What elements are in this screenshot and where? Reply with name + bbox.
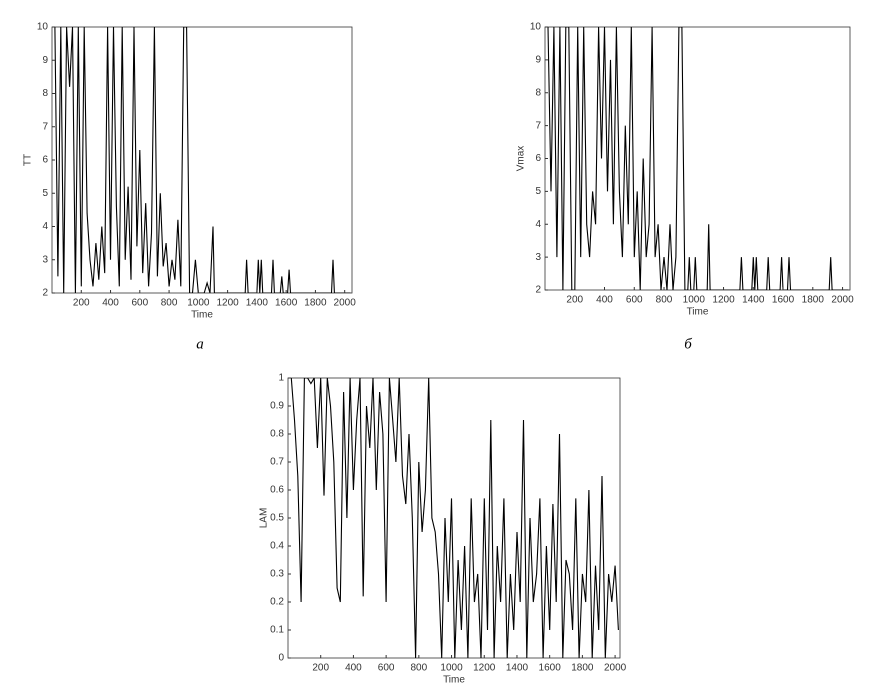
y-tick-label: 8 <box>42 88 48 99</box>
y-tick-label: 0.4 <box>270 541 284 552</box>
y-tick-label: 4 <box>535 219 541 230</box>
y-tick-label: 9 <box>42 55 48 66</box>
x-tick-label: 800 <box>656 295 673 306</box>
x-tick-label: 1000 <box>683 295 706 306</box>
x-tick-label: 1200 <box>712 295 735 306</box>
x-tick-label: 1000 <box>440 663 463 674</box>
x-tick-label: 600 <box>131 298 148 309</box>
y-tick-label: 0.2 <box>270 597 284 608</box>
y-tick-label: 5 <box>535 186 541 197</box>
x-axis-label: Time <box>443 675 465 686</box>
x-tick-label: 400 <box>596 295 613 306</box>
x-tick-label: 200 <box>73 298 90 309</box>
x-tick-label: 2000 <box>831 295 854 306</box>
y-tick-label: 0.1 <box>270 625 284 636</box>
x-tick-label: 400 <box>102 298 119 309</box>
x-tick-label: 1800 <box>304 298 327 309</box>
y-tick-label: 0.9 <box>270 401 284 412</box>
y-tick-label: 7 <box>535 120 541 131</box>
y-tick-label: 3 <box>535 252 541 263</box>
y-tick-label: 10 <box>37 22 49 33</box>
caption: б <box>684 336 692 352</box>
y-tick-label: 5 <box>42 188 48 199</box>
x-tick-label: 1000 <box>187 298 210 309</box>
x-tick-label: 400 <box>345 663 362 674</box>
y-tick-label: 0.5 <box>270 513 284 524</box>
data-line <box>290 378 619 658</box>
plot-area <box>51 26 353 294</box>
x-tick-label: 200 <box>312 663 329 674</box>
y-tick-label: 0.6 <box>270 485 284 496</box>
x-tick-label: 1800 <box>802 295 825 306</box>
x-tick-label: 1600 <box>772 295 795 306</box>
x-tick-label: 1200 <box>216 298 239 309</box>
y-tick-label: 4 <box>42 221 48 232</box>
x-axis-label: Time <box>191 310 213 321</box>
y-tick-label: 1 <box>278 373 284 384</box>
x-axis-label: Time <box>687 307 709 318</box>
y-tick-label: 6 <box>42 155 48 166</box>
y-tick-label: 10 <box>530 22 542 33</box>
x-tick-label: 600 <box>626 295 643 306</box>
x-tick-label: 1400 <box>742 295 765 306</box>
y-tick-label: 3 <box>42 254 48 265</box>
plot-area <box>544 26 851 291</box>
x-tick-label: 800 <box>161 298 178 309</box>
y-tick-label: 7 <box>42 121 48 132</box>
x-tick-label: 1400 <box>246 298 269 309</box>
y-axis-label: Vmax <box>516 146 527 172</box>
x-tick-label: 2000 <box>604 663 627 674</box>
data-line <box>547 27 849 290</box>
y-tick-label: 0.7 <box>270 457 284 468</box>
y-tick-label: 8 <box>535 87 541 98</box>
x-tick-label: 1600 <box>275 298 298 309</box>
x-tick-label: 200 <box>566 295 583 306</box>
x-tick-label: 1400 <box>506 663 529 674</box>
x-tick-label: 1200 <box>473 663 496 674</box>
x-tick-label: 800 <box>410 663 427 674</box>
y-axis-label: TT <box>23 154 34 166</box>
y-tick-label: 0.3 <box>270 569 284 580</box>
y-tick-label: 0.8 <box>270 429 284 440</box>
y-axis-label: LAM <box>259 508 270 529</box>
y-tick-label: 2 <box>535 285 541 296</box>
x-tick-label: 2000 <box>334 298 357 309</box>
y-tick-label: 9 <box>535 55 541 66</box>
x-tick-label: 1800 <box>571 663 594 674</box>
caption: а <box>196 336 204 352</box>
y-tick-label: 2 <box>42 288 48 299</box>
y-tick-label: 0 <box>278 653 284 664</box>
x-tick-label: 1600 <box>539 663 562 674</box>
y-tick-label: 6 <box>535 153 541 164</box>
x-tick-label: 600 <box>378 663 395 674</box>
data-line <box>54 27 351 293</box>
